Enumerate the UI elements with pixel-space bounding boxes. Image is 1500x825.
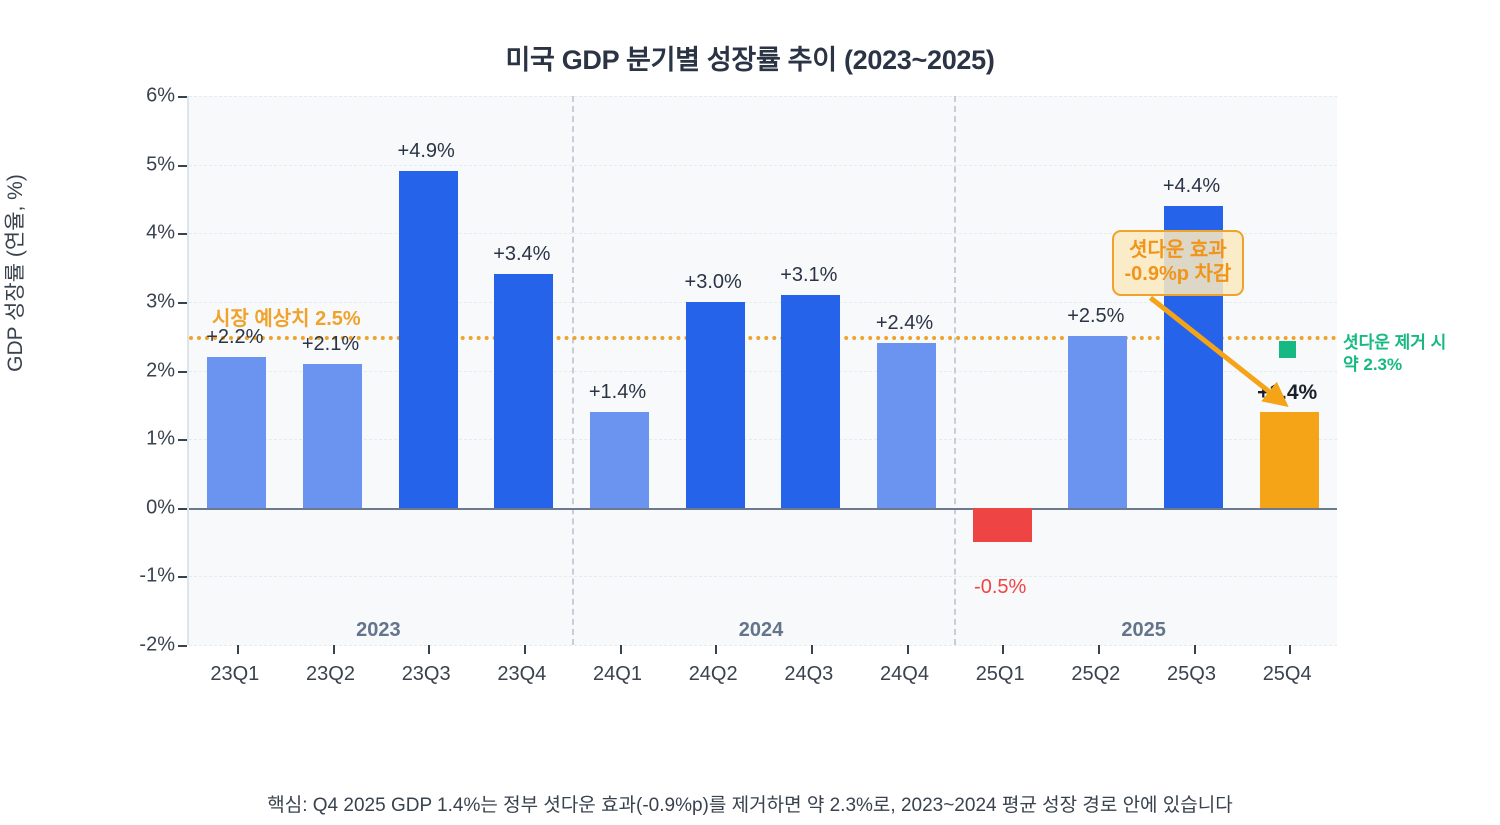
plot-area	[187, 96, 1337, 654]
shutdown-callout-line1: 셧다운 효과	[1129, 238, 1227, 261]
bar-25Q1[interactable]	[972, 507, 1032, 543]
y-axis-tick-label: 3%	[146, 290, 175, 313]
shutdown-adjusted-line1: 셧다운 제거 시	[1343, 332, 1447, 352]
market-forecast-line	[189, 336, 1337, 341]
y-axis-tick-mark	[178, 370, 187, 373]
bar-value-label-24Q2: +3.0%	[684, 270, 742, 293]
year-group-label-2025: 2025	[1121, 618, 1166, 641]
bar-value-label-24Q4: +2.4%	[875, 312, 934, 335]
y-axis-tick-label: 2%	[146, 359, 175, 381]
bar-23Q1[interactable]	[207, 356, 267, 508]
x-axis-tick-mark	[1289, 645, 1292, 654]
bar-24Q1[interactable]	[589, 411, 650, 508]
gridline	[189, 370, 1337, 372]
x-axis-tick-mark	[523, 645, 526, 654]
market-forecast-label: 시장 예상치 2.5%	[212, 308, 361, 331]
gridline	[189, 96, 1337, 97]
x-axis-tick-label-24Q4: 24Q4	[880, 663, 929, 685]
x-axis-tick-label-23Q2: 23Q2	[306, 663, 355, 685]
bar-25Q2[interactable]	[1068, 336, 1128, 508]
y-axis-tick-mark	[178, 301, 187, 304]
y-axis-tick-mark	[178, 164, 187, 167]
page-title: 미국 GDP 분기별 성장률 추이 (2023~2025)	[505, 45, 995, 75]
x-axis-tick-mark	[1193, 645, 1196, 654]
x-axis-tick-mark	[1097, 645, 1100, 654]
x-axis-tick-label-23Q4: 23Q4	[497, 663, 547, 685]
bar-24Q3[interactable]	[781, 295, 841, 508]
y-axis-tick-label: 0%	[146, 496, 175, 519]
chart-caption: 핵심: Q4 2025 GDP 1.4%는 정부 셧다운 효과(-0.9%p)를…	[267, 795, 1233, 816]
y-axis-label: GDP 성장률 (연율, %)	[4, 174, 27, 372]
year-divider	[571, 96, 574, 645]
shutdown-adjusted-line2: 약 2.3%	[1343, 354, 1403, 374]
y-axis-tick-label: -1%	[139, 564, 175, 587]
y-axis-tick-mark	[178, 645, 187, 647]
gridline	[189, 233, 1337, 235]
y-axis-tick-label: -2%	[139, 633, 175, 656]
x-axis-tick-mark	[810, 645, 813, 654]
x-axis-tick-label-25Q1: 25Q1	[975, 663, 1025, 685]
gridline	[189, 301, 1337, 303]
bar-value-label-24Q1: +1.4%	[588, 380, 647, 403]
year-divider	[954, 96, 957, 645]
gridline	[189, 645, 1337, 646]
bar-value-label-25Q4: +1.4%	[1257, 380, 1318, 404]
y-axis-tick-mark	[178, 233, 187, 236]
y-axis-tick-label: 4%	[146, 221, 175, 244]
x-axis-tick-label-25Q3: 25Q3	[1167, 663, 1216, 685]
x-axis-tick-label-23Q1: 23Q1	[210, 663, 260, 685]
gridline	[189, 576, 1337, 578]
bar-value-label-23Q4: +3.4%	[493, 243, 551, 266]
bar-23Q2[interactable]	[302, 363, 363, 508]
bar-value-label-23Q3: +4.9%	[397, 140, 455, 163]
x-axis-tick-mark	[428, 645, 431, 654]
bar-value-label-25Q1: -0.5%	[974, 576, 1027, 599]
x-axis-tick-mark	[619, 645, 622, 654]
bar-value-label-25Q3: +4.4%	[1162, 174, 1221, 197]
y-axis-tick-mark	[178, 507, 187, 510]
y-axis-tick-mark	[178, 576, 187, 579]
shutdown-callout-box: 셧다운 효과 -0.9%p 차감	[1111, 229, 1245, 296]
shutdown-adjusted-marker	[1278, 341, 1296, 359]
shutdown-callout-line2: -0.9%p 차감	[1124, 263, 1232, 286]
x-axis-tick-mark	[715, 645, 718, 654]
x-axis-tick-label-24Q2: 24Q2	[688, 663, 738, 685]
bar-value-label-23Q2: +2.1%	[301, 332, 360, 355]
bar-24Q4[interactable]	[876, 343, 937, 508]
x-axis-tick-label-24Q1: 24Q1	[593, 663, 642, 685]
x-axis-tick-label-24Q3: 24Q3	[784, 663, 834, 685]
bar-25Q4[interactable]	[1259, 411, 1319, 508]
y-axis-tick-label: 5%	[146, 153, 175, 176]
x-axis-tick-mark	[906, 645, 909, 654]
x-axis-tick-label-25Q4: 25Q4	[1262, 663, 1312, 685]
bar-value-label-24Q3: +3.1%	[780, 264, 838, 286]
year-group-label-2024: 2024	[738, 618, 784, 641]
x-axis-tick-label-23Q3: 23Q3	[401, 663, 451, 685]
bar-23Q4[interactable]	[494, 274, 554, 508]
x-axis-tick-mark	[1002, 645, 1005, 654]
x-axis-tick-label-25Q2: 25Q2	[1071, 663, 1121, 685]
y-axis-tick-label: 1%	[146, 427, 175, 450]
bar-value-label-23Q1: +2.2%	[206, 325, 264, 348]
bar-24Q2[interactable]	[685, 301, 745, 508]
gridline	[189, 164, 1337, 166]
year-group-label-2023: 2023	[356, 618, 401, 641]
y-axis-tick-mark	[178, 439, 187, 442]
y-axis-tick-mark	[178, 96, 187, 98]
x-axis-tick-mark	[332, 645, 335, 654]
gridline	[189, 439, 1337, 441]
zero-baseline	[189, 507, 1337, 510]
x-axis-tick-mark	[236, 645, 239, 654]
y-axis-tick-label: 6%	[146, 84, 175, 107]
bar-23Q3[interactable]	[398, 171, 458, 508]
bar-value-label-25Q2: +2.5%	[1067, 305, 1125, 328]
